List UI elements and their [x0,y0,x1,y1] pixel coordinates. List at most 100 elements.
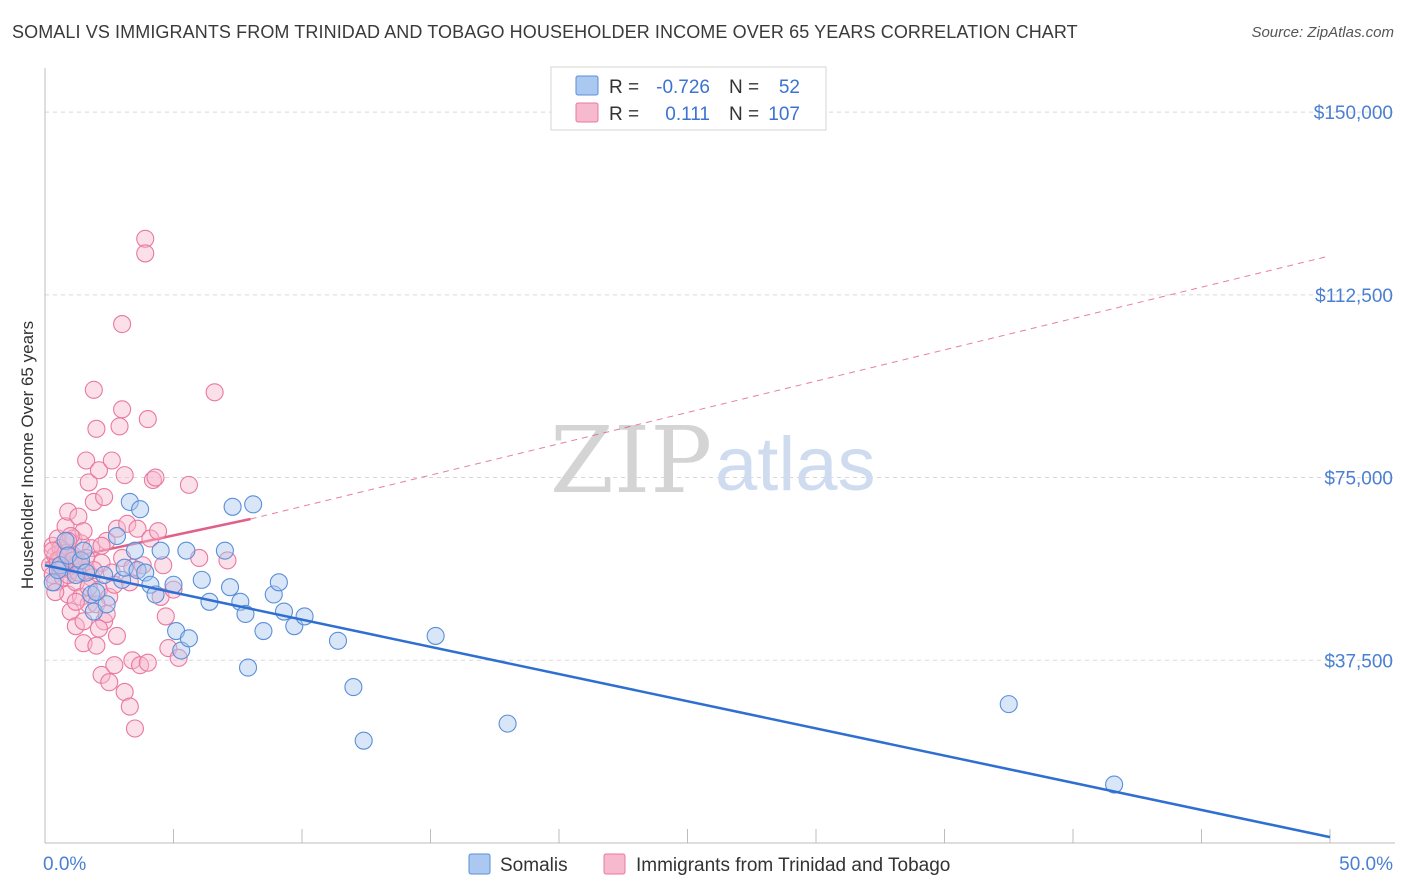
somali-point [354,731,373,750]
tt-point [87,636,106,655]
x-tick-labels: 0.0% 50.0% [43,854,1393,875]
source-credit: Source: ZipAtlas.com [1251,24,1394,41]
tt-point [61,526,80,546]
tt-bottom-label: Immigrants from Trinidad and Tobago [636,855,950,876]
tt-trend-line [44,517,251,565]
series-legend: Somalis Immigrants from Trinidad and Tob… [468,853,950,876]
somali-point [223,497,242,516]
somali-point [498,714,517,733]
somali-point [74,541,93,560]
tt-n-label: N = [729,104,759,125]
tt-point [107,626,127,645]
tt-point [100,673,119,692]
somali-point [269,573,288,592]
tt-point [133,556,152,575]
somali-r-label: R = [609,77,639,98]
tt-point [118,514,137,533]
somali-n-label: N = [729,77,759,98]
y-tick-label: $150,000 [1314,103,1393,124]
tt-point [105,656,124,675]
tt-n-value: 107 [768,104,800,125]
somali-point [107,526,127,546]
tt-point [136,244,155,263]
somali-trend [44,564,1331,839]
tt-point [66,592,85,611]
tt-point [79,473,98,492]
tt-point [77,451,96,470]
tt-point [89,619,109,638]
tt-points [41,229,237,738]
somali-point [426,626,445,645]
tt-point [110,417,129,436]
tt-point [102,451,121,470]
somali-point [999,695,1018,714]
tt-point [84,492,103,511]
tt-point [136,229,155,248]
somali-point [179,629,198,648]
tt-point [89,461,109,480]
tt-point [156,607,175,626]
somali-point [87,583,106,602]
y-tick-label: $37,500 [1324,651,1393,672]
tt-trend [44,255,1331,565]
somali-bottom-swatch [468,853,491,875]
somali-point [151,541,170,560]
tt-r-label: R = [609,104,639,125]
somali-point [56,531,75,550]
somali-point [215,541,234,560]
tt-point [120,697,139,716]
somali-point [97,595,116,614]
stats-legend: R = -0.726 N = 52 R = 0.111 N = 107 [550,66,827,131]
tt-point [141,529,160,548]
tt-point [205,383,224,402]
tt-point [113,400,132,419]
y-axis-title: Householder Income Over 65 years [18,321,37,589]
tt-point [107,519,127,538]
somali-point [95,565,114,585]
somali-legend-swatch [575,75,599,96]
somali-point [125,541,144,560]
tt-point [115,466,134,485]
tt-point [169,648,188,667]
x-tick-label: 0.0% [43,854,86,875]
tt-point [95,487,114,507]
tt-point [179,475,198,494]
y-tick-label: $75,000 [1324,469,1393,490]
somali-point [177,541,196,560]
tt-point [146,468,165,487]
somali-point [328,631,348,650]
tt-point [143,470,162,490]
tt-point [138,653,157,672]
somali-point [344,678,363,697]
tt-point [92,665,111,684]
tt-point [138,410,157,429]
somali-point [244,495,263,514]
somali-trend-line [44,564,1331,839]
watermark-zip: ZIP [550,407,712,514]
grid-lines [45,111,1395,661]
tt-point [59,502,78,521]
y-tick-labels: $37,500 $75,000 $112,500 $150,000 [1314,103,1393,672]
somali-point [1105,775,1124,794]
tt-r-value: 0.111 [665,104,710,125]
tt-point [87,419,106,438]
watermark-atlas: atlas [715,422,876,507]
tt-point [154,556,173,575]
somali-point [120,492,139,511]
somali-bottom-label: Somalis [500,855,568,876]
somali-point [254,621,273,641]
tt-legend-swatch [575,102,599,123]
tt-trend-extension [250,255,1331,520]
tt-bottom-swatch [603,853,626,875]
tt-point [149,522,168,541]
somali-n-value: 52 [779,77,800,98]
somali-point [131,500,150,519]
somali-point [192,570,211,589]
somali-points [43,492,1124,794]
axes [44,68,1395,844]
somali-point [220,578,240,597]
tt-point [125,719,144,738]
tt-point [128,519,147,538]
y-tick-label: $112,500 [1315,286,1393,307]
